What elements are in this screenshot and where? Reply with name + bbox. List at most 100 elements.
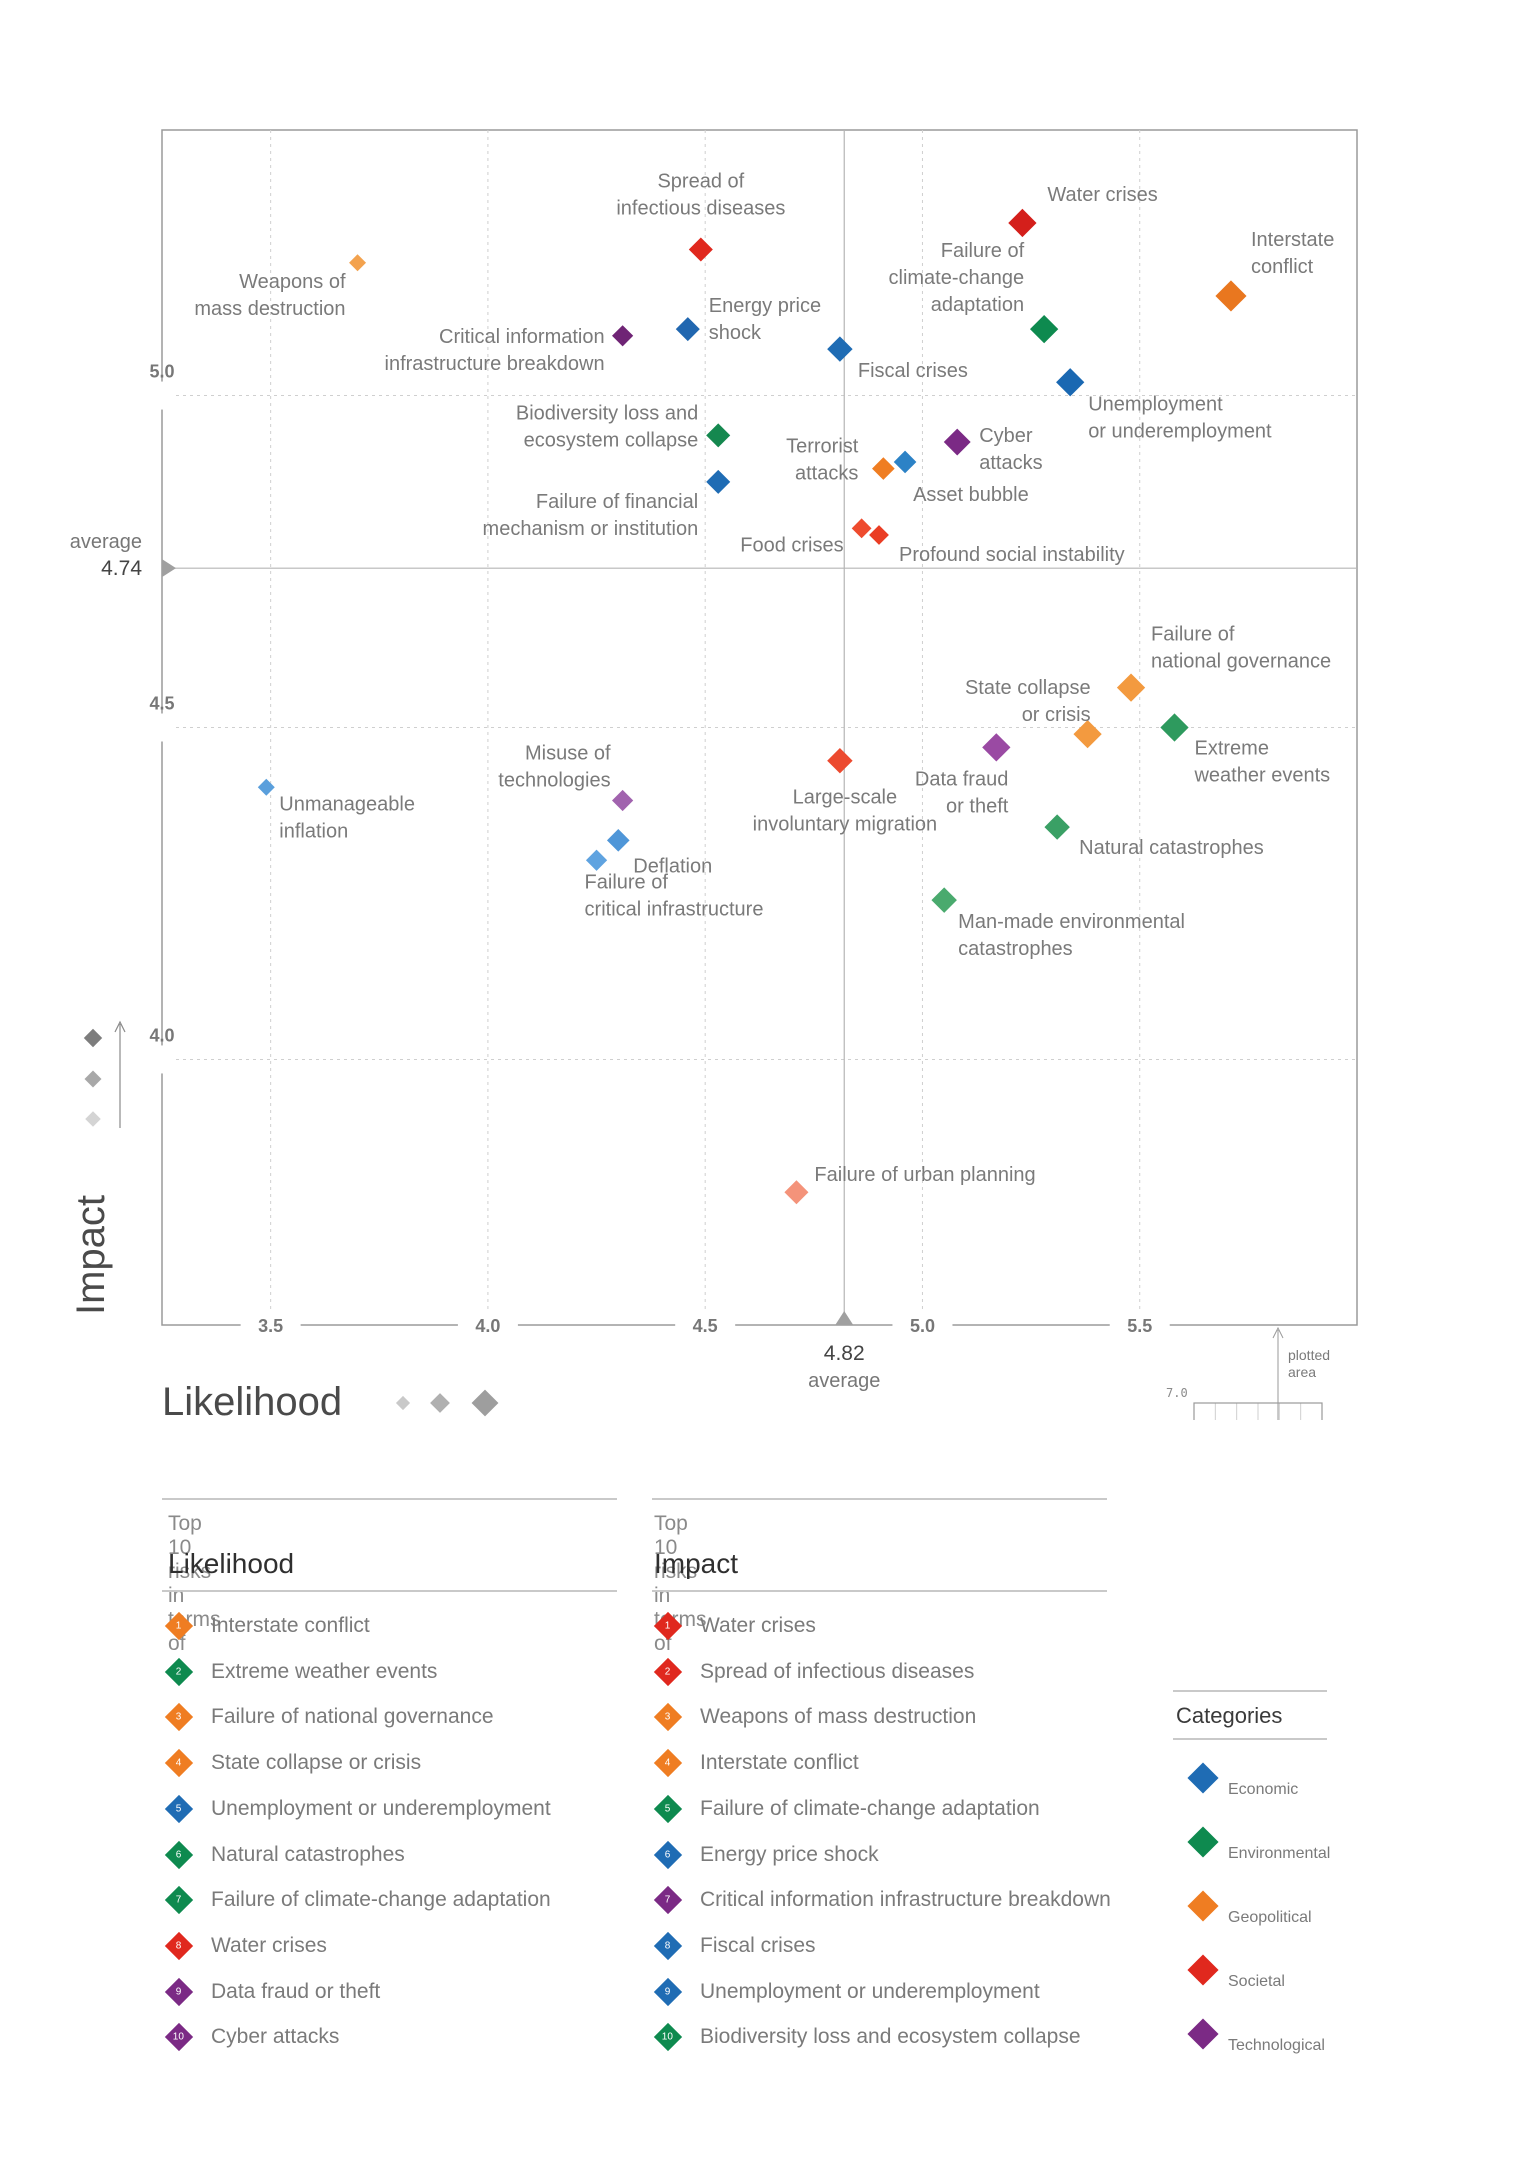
risk-list-item: 8 Water crises (163, 1931, 327, 1961)
x-tick-gap (675, 1311, 736, 1339)
x-tick-label: 3.5 (258, 1316, 283, 1336)
risk-point (1044, 814, 1070, 840)
category-swatch (1187, 1826, 1219, 1858)
risk-point (1056, 368, 1085, 397)
category-legend-item: Societal (1186, 1954, 1285, 1991)
y-tick-label: 5.0 (149, 362, 174, 382)
risk-point-label: Unemployment or underemployment (1088, 393, 1272, 442)
risk-list-item: 1 Interstate conflict (163, 1611, 370, 1641)
risk-point (931, 887, 957, 913)
categories-title: Categories (1176, 1703, 1283, 1728)
likelihood-scale-diamond (395, 1395, 411, 1411)
rank-badge: 9 (164, 1977, 194, 2006)
risk-name: Unemployment or underemployment (211, 1796, 551, 1820)
rank-number: 1 (176, 1620, 182, 1632)
rank-number: 4 (665, 1757, 671, 1769)
risk-point-label: Terrorist attacks (786, 436, 859, 485)
divider (1173, 1690, 1327, 1692)
risk-list-item: 3 Failure of national governance (163, 1702, 494, 1732)
divider (162, 1590, 617, 1592)
risk-point-label: Biodiversity loss and ecosystem collapse (516, 402, 698, 451)
risk-point-label: Unmanageable inflation (279, 793, 415, 842)
rank-number: 9 (665, 1986, 671, 1998)
risk-name: Fiscal crises (700, 1933, 816, 1957)
risk-name: Water crises (211, 1933, 327, 1957)
risk-name: Critical information infrastructure brea… (700, 1888, 1111, 1912)
x-tick-gap (457, 1311, 518, 1339)
risk-point (827, 747, 853, 774)
risk-list-item: 7 Failure of climate-change adaptation (163, 1885, 551, 1915)
rank-number: 2 (176, 1666, 182, 1678)
risk-point (688, 237, 713, 262)
rank-number: 5 (665, 1803, 671, 1815)
risk-list-item: 6 Energy price shock (652, 1840, 879, 1870)
risk-point (1008, 208, 1037, 238)
y-tick-label: 4.0 (149, 1025, 174, 1045)
risk-name: Interstate conflict (211, 1614, 370, 1637)
category-legend-item: Environmental (1186, 1826, 1330, 1863)
risk-point-label: Profound social instability (899, 544, 1125, 566)
risk-point (706, 423, 731, 448)
y-axis-title: Impact (69, 1195, 113, 1315)
rank-number: 8 (665, 1940, 671, 1952)
plotted-area-inset (1193, 1326, 1323, 1420)
risk-point-label: Failure of national governance (1151, 624, 1331, 673)
risk-point-label: Man-made environmental catastrophes (958, 911, 1185, 960)
risk-point (1116, 673, 1146, 702)
risk-name: Extreme weather events (211, 1659, 438, 1683)
risk-point (869, 525, 889, 545)
inset-y-max: 7.0 (1166, 1386, 1188, 1400)
y-average-label: average (70, 531, 142, 553)
divider (652, 1590, 1107, 1592)
risk-name: Failure of climate-change adaptation (700, 1796, 1040, 1820)
rank-badge: 5 (164, 1794, 194, 1823)
y-average-value: 4.74 (101, 557, 142, 580)
rank-number: 4 (176, 1757, 182, 1769)
risk-point-label: Asset bubble (913, 484, 1029, 506)
rank-badge: 1 (164, 1611, 194, 1641)
rank-badge: 8 (653, 1931, 683, 1961)
y-tick-gap (148, 713, 176, 742)
risk-list-item: 3 Weapons of mass destruction (652, 1702, 976, 1732)
risk-point-label: Deflation (633, 855, 712, 877)
risk-point-label: Spread of infectious diseases (616, 171, 785, 220)
rank-badge: 3 (164, 1703, 194, 1732)
rank-badge: 1 (653, 1611, 683, 1641)
risk-point (1073, 719, 1102, 749)
risk-point (872, 457, 895, 480)
rank-badge: 8 (164, 1931, 194, 1961)
category-label: Geopolitical (1228, 1909, 1312, 1926)
rank-badge: 7 (164, 1886, 194, 1915)
risk-list-item: 10 Cyber attacks (163, 2022, 339, 2052)
risk-name: Spread of infectious diseases (700, 1659, 975, 1683)
rank-number: 6 (665, 1849, 671, 1860)
risk-point-label: State collapse or crisis (965, 677, 1091, 726)
rank-number: 8 (176, 1940, 182, 1952)
x-tick-label: 4.0 (475, 1316, 500, 1336)
risk-point (1029, 315, 1059, 344)
risk-point-label: Large-scale involuntary migration (753, 787, 938, 836)
risk-point (784, 1180, 809, 1205)
risk-point-label: Natural catastrophes (1079, 837, 1264, 859)
divider (652, 1498, 1107, 1500)
rank-number: 10 (173, 2031, 185, 2043)
rank-badge: 10 (653, 2023, 683, 2052)
likelihood-scale-diamond (430, 1393, 450, 1413)
x-tick-label: 5.0 (910, 1316, 935, 1336)
risk-point (257, 778, 275, 796)
risk-name: Failure of climate-change adaptation (211, 1888, 551, 1912)
rank-number: 5 (176, 1803, 182, 1815)
risk-list-item: 6 Natural catastrophes (163, 1840, 405, 1870)
risk-name: Water crises (700, 1614, 816, 1637)
impact-scale-diamond (83, 1028, 103, 1048)
rank-badge: 6 (164, 1840, 194, 1869)
y-average-marker (162, 559, 176, 578)
risk-list-item: 1 Water crises (652, 1611, 816, 1641)
category-label: Technological (1228, 2037, 1325, 2054)
risk-point (612, 789, 634, 812)
risk-point (827, 336, 853, 362)
risk-point-label: Food crises (740, 534, 843, 556)
risk-point (851, 518, 872, 539)
x-axis-title: Likelihood (162, 1380, 342, 1420)
y-tick-label: 4.5 (149, 694, 174, 714)
